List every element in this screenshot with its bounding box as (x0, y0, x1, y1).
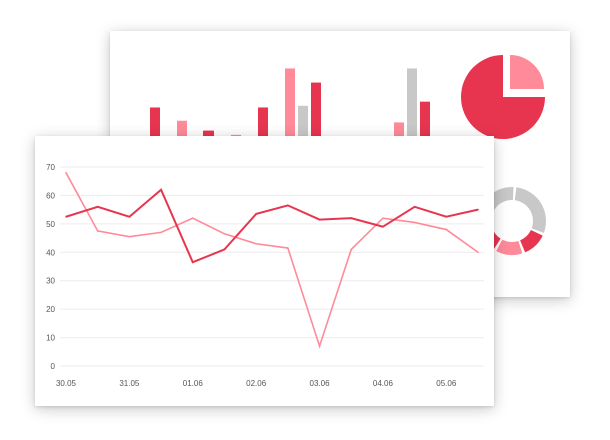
y-tick-label: 30 (46, 277, 55, 286)
series-1-point (413, 206, 416, 208)
series-1-point (445, 215, 448, 218)
series-1-point (318, 218, 321, 221)
series-1-point (255, 213, 257, 215)
pie-slice-2 (510, 55, 544, 89)
x-tick-label: 01.06 (183, 379, 204, 388)
y-tick-label: 20 (46, 305, 55, 314)
series-2-point (318, 345, 321, 347)
pie-chart (461, 55, 545, 139)
series-1-point (96, 206, 99, 208)
x-tick-label: 02.06 (246, 379, 267, 388)
series-line-2 (65, 172, 479, 349)
bar-6-3 (298, 105, 308, 139)
series-2-point (65, 171, 67, 174)
bar-1-1 (150, 107, 160, 139)
bar-2-2 (177, 120, 187, 139)
y-tick-label: 10 (46, 334, 55, 343)
y-tick-label: 70 (46, 163, 55, 172)
series-1-point (128, 215, 131, 218)
bar-8-3 (407, 68, 417, 139)
series-2-point (445, 228, 448, 231)
series-1-point (477, 208, 479, 211)
bar-3-1 (204, 130, 214, 139)
series-1-point (191, 261, 194, 264)
y-tick-label: 40 (46, 248, 55, 257)
donut-segment-1 (514, 187, 546, 233)
bar-5-1 (258, 107, 268, 139)
series-1-point (160, 188, 162, 191)
line-chart-card: 0 10 20 30 40 50 60 70 30.05 31.05 01.06 02.06 03.06… (35, 136, 494, 406)
x-tick-label: 05.06 (436, 379, 457, 388)
series-2-point (287, 247, 289, 249)
series-2-point (350, 248, 353, 251)
line-chart: 0 10 20 30 40 50 60 70 30.05 31.05 01.06 02.06 03.06… (46, 163, 484, 388)
bar-8-2 (394, 122, 404, 139)
series-1-point (65, 215, 67, 218)
x-tick-label: 03.06 (310, 379, 331, 388)
series-2-point (255, 242, 257, 245)
x-tick-label: 30.05 (56, 379, 77, 388)
series-2-point (96, 230, 99, 232)
x-tick-label: 04.06 (373, 379, 394, 388)
x-tick-label: 31.05 (119, 379, 140, 388)
series-2-point (160, 231, 162, 234)
bar-chart (150, 68, 430, 139)
bar-8-4 (420, 101, 430, 139)
y-tick-label: 50 (46, 220, 55, 229)
bar-6-4 (311, 82, 321, 139)
y-tick-label: 0 (51, 362, 56, 371)
series-line-1 (65, 188, 479, 264)
series-1-point (350, 217, 353, 219)
pie-slice-1 (461, 55, 545, 139)
donut-segment-3 (496, 239, 523, 255)
series-2-point (413, 221, 416, 224)
series-1-point (382, 225, 384, 228)
bar-6-2 (285, 68, 295, 139)
series-2-point (128, 235, 131, 238)
donut-segment-2 (520, 230, 543, 253)
series-2-point (382, 217, 384, 219)
series-1-point (223, 248, 226, 251)
series-2-point (223, 233, 226, 235)
series-1-point (287, 204, 289, 207)
series-2-point (191, 217, 194, 219)
y-tick-label: 60 (46, 191, 55, 200)
series-2-point (477, 251, 479, 254)
